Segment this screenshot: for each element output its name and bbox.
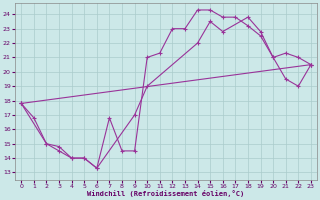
X-axis label: Windchill (Refroidissement éolien,°C): Windchill (Refroidissement éolien,°C) [87, 190, 245, 197]
